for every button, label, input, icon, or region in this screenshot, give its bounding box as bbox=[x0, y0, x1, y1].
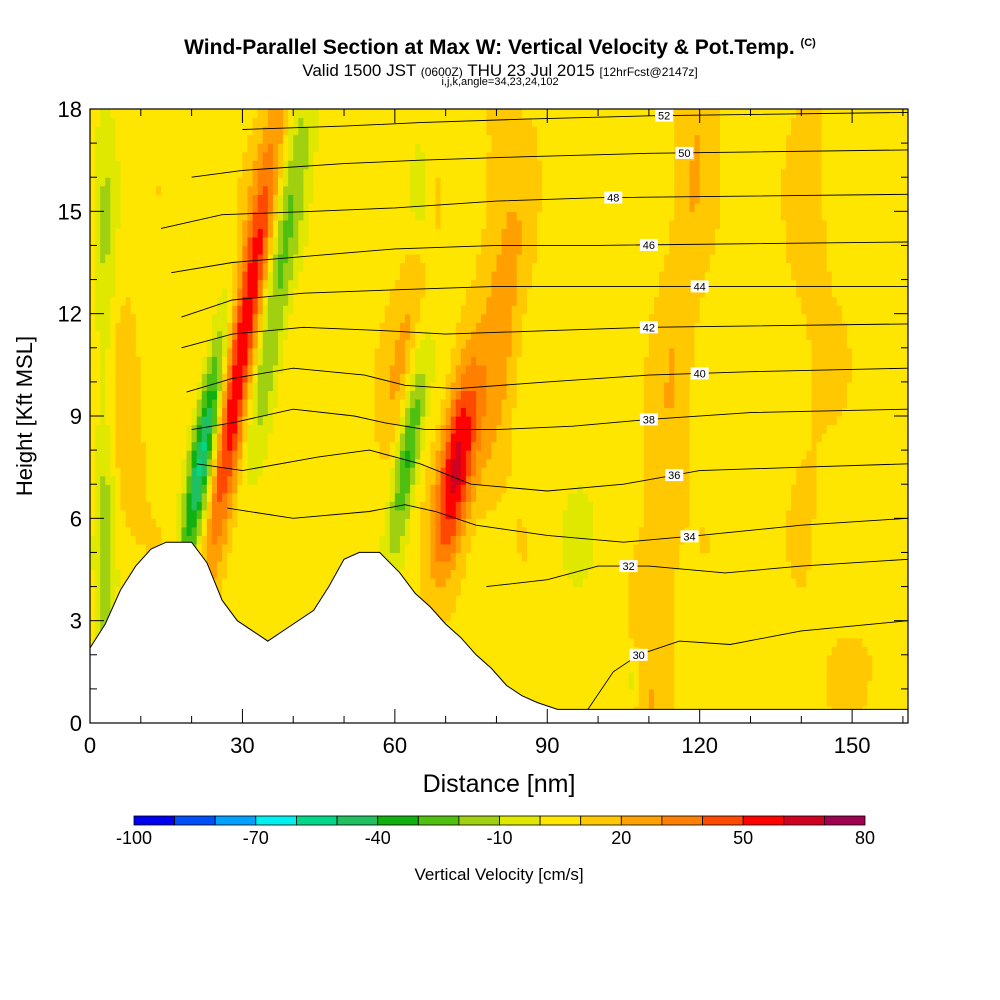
x-axis-label: Distance [nm] bbox=[423, 770, 576, 798]
colorbar-swatch bbox=[661, 815, 703, 826]
valid-utc: (0600Z) bbox=[420, 65, 463, 79]
y-tick-label: 0 bbox=[70, 711, 82, 736]
colorbar-tick-label: 80 bbox=[855, 828, 875, 848]
theta-contour-44 bbox=[181, 285, 908, 318]
theta-contour-30 bbox=[587, 620, 908, 710]
contour-label-50: 50 bbox=[678, 148, 690, 160]
contour-label-bg bbox=[619, 560, 638, 573]
valid-date: THU 23 Jul 2015 bbox=[467, 61, 595, 80]
colorbar-label: Vertical Velocity [cm/s] bbox=[414, 865, 583, 884]
colorbar-swatch bbox=[499, 815, 541, 826]
theta-contour-50 bbox=[191, 149, 908, 178]
colorbar-swatch bbox=[255, 815, 297, 826]
colorbar-swatch bbox=[133, 815, 175, 826]
contour-label-36: 36 bbox=[668, 470, 680, 482]
theta-contour-34 bbox=[227, 504, 908, 543]
contour-label-42: 42 bbox=[643, 322, 655, 334]
contour-label-bg bbox=[629, 648, 648, 661]
contour-label-bg bbox=[655, 109, 674, 122]
x-tick-label: 90 bbox=[535, 733, 559, 758]
theta-contour-52 bbox=[242, 111, 908, 130]
contour-label-bg bbox=[680, 530, 699, 543]
contour-label-30: 30 bbox=[633, 650, 645, 662]
theta-contour-32 bbox=[486, 558, 908, 588]
contour-label-38: 38 bbox=[643, 414, 655, 426]
x-tick-label: 30 bbox=[230, 733, 254, 758]
theta-contour-48 bbox=[161, 193, 908, 229]
x-tick-label: 120 bbox=[681, 733, 718, 758]
x-tick-label: 150 bbox=[834, 733, 871, 758]
contour-label-bg bbox=[604, 191, 623, 204]
contour-label-40: 40 bbox=[694, 368, 706, 380]
y-tick-label: 15 bbox=[58, 199, 82, 224]
contour-label-bg bbox=[675, 146, 694, 159]
contour-label-bg bbox=[639, 413, 658, 426]
y-tick-label: 6 bbox=[70, 506, 82, 531]
colorbar-swatch bbox=[458, 815, 500, 826]
y-tick-label: 18 bbox=[58, 97, 82, 122]
colorbar-tick-label: -10 bbox=[486, 828, 512, 848]
x-axis: 0 30 60 90 120 150 bbox=[84, 109, 904, 758]
theta-contours bbox=[161, 111, 908, 710]
y-tick-label: 9 bbox=[70, 404, 82, 429]
colorbar-swatch bbox=[377, 815, 419, 826]
contour-label-bg bbox=[639, 321, 658, 334]
colorbar: -100 -70 -40 -10 20 50 80 bbox=[116, 815, 875, 848]
y-tick-label: 3 bbox=[70, 609, 82, 634]
x-tick-label: 60 bbox=[383, 733, 407, 758]
contour-label-44: 44 bbox=[694, 281, 706, 293]
colorbar-swatch bbox=[620, 815, 663, 826]
colorbar-swatch bbox=[295, 815, 338, 826]
chart-subtitle: Valid 1500 JST (0600Z) THU 23 Jul 2015 [… bbox=[0, 61, 1000, 81]
colorbar-swatch bbox=[580, 815, 622, 826]
colorbar-tick-label: -70 bbox=[243, 828, 269, 848]
theta-contour-38 bbox=[191, 408, 908, 431]
colorbar-swatch bbox=[214, 815, 257, 826]
colorbar-tick-label: -100 bbox=[116, 828, 152, 848]
colorbar-swatch bbox=[702, 815, 744, 826]
colorbar-tick-label: -40 bbox=[365, 828, 391, 848]
colorbar-swatch bbox=[417, 815, 460, 826]
contour-label-46: 46 bbox=[643, 240, 655, 252]
terrain bbox=[89, 541, 909, 724]
theta-contour-labels: 30 32 34 36 38 40 42 44 46 48 50 52 bbox=[604, 109, 709, 662]
title-units: (C) bbox=[800, 37, 816, 49]
contour-label-bg bbox=[639, 238, 658, 251]
x-tick-label: 0 bbox=[84, 733, 96, 758]
contour-label-bg bbox=[690, 367, 709, 380]
theta-contour-46 bbox=[171, 241, 908, 274]
contour-label-48: 48 bbox=[607, 193, 619, 205]
colorbar-swatch bbox=[783, 815, 825, 826]
colorbar-swatch bbox=[824, 815, 866, 826]
colorbar-swatch bbox=[174, 815, 216, 826]
theta-contour-42 bbox=[181, 323, 908, 349]
y-tick-label: 12 bbox=[58, 302, 82, 327]
colorbar-tick-label: 20 bbox=[611, 828, 631, 848]
contour-label-34: 34 bbox=[683, 531, 695, 543]
contour-label-32: 32 bbox=[622, 561, 634, 573]
section-params: i,j,k,angle=34,23,24,102 bbox=[441, 76, 559, 88]
theta-contour-36 bbox=[196, 449, 908, 492]
colorbar-swatch bbox=[539, 815, 582, 826]
contour-label-bg bbox=[665, 469, 684, 482]
forecast-info: [12hrFcst@2147z] bbox=[599, 65, 698, 79]
contour-label-bg bbox=[690, 280, 709, 293]
chart-title: Wind-Parallel Section at Max W: Vertical… bbox=[184, 36, 816, 59]
valid-prefix: Valid 1500 JST bbox=[302, 61, 416, 80]
colorbar-swatch bbox=[742, 815, 785, 826]
y-axis-label: Height [Kft MSL] bbox=[12, 336, 37, 496]
colorbar-swatch bbox=[336, 815, 379, 826]
colorbar-tick-label: 50 bbox=[733, 828, 753, 848]
contour-label-52: 52 bbox=[658, 111, 670, 123]
